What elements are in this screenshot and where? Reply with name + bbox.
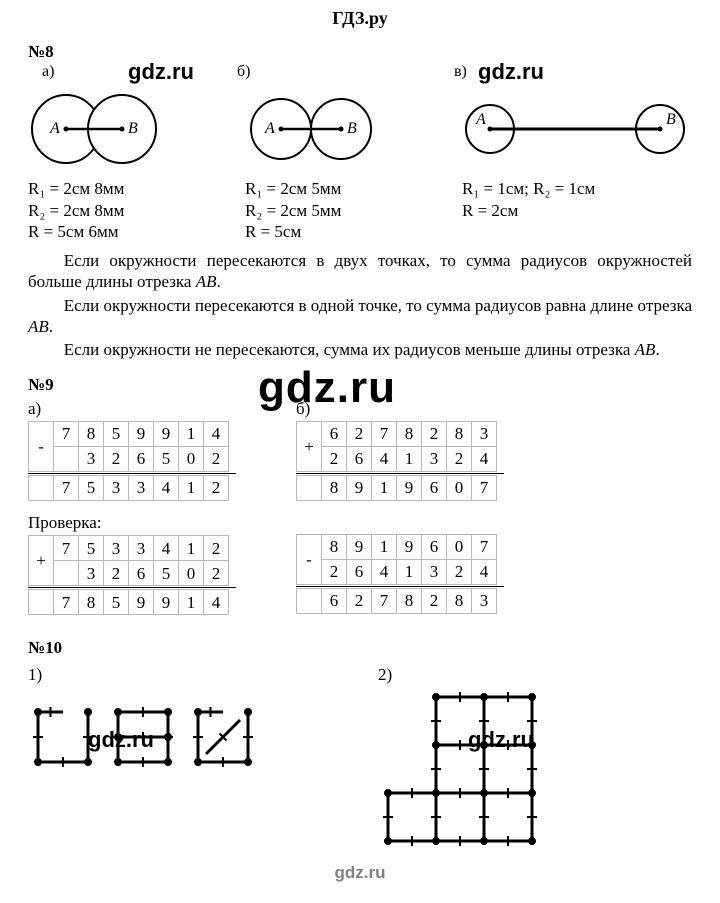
task10-title: №10 (28, 637, 692, 658)
r-line: R₂ = 2см 5мм (245, 200, 341, 221)
task9-a-check-label: Проверка: (28, 512, 236, 533)
footer-watermark: gdz.ru (28, 862, 692, 883)
task8-v-label: в) (454, 62, 467, 82)
content: №8 gdz.ru gdz.ru а) A B R₁ = 2см 8мм R₂ … (0, 41, 720, 903)
task8-para: Если окружности не пересекаются, сумма и… (28, 339, 692, 360)
svg-text:A: A (475, 111, 486, 128)
task10-row: gdz.ru gdz.ru 1) 2) (28, 664, 692, 852)
task9-a-table: -78599143265027533412 (28, 421, 236, 501)
svg-text:B: B (666, 111, 676, 128)
task8-a-label: а) (42, 62, 54, 82)
task8-row: gdz.ru gdz.ru а) A B R₁ = 2см 8мм R₂ = 2… (28, 62, 692, 242)
task8-para: Если окружности пересекаются в двух точк… (28, 250, 692, 293)
task8-col-v: в) A B R₁ = 1см; R₂ = 1см R = 2см (462, 62, 692, 221)
r-line: R = 5см (245, 221, 341, 242)
task9-title: №9 (28, 374, 692, 395)
task8-a-diagram: A B (28, 84, 168, 174)
svg-text:B: B (128, 120, 138, 137)
task8-title: №8 (28, 41, 692, 62)
r-line: R₁ = 1см; R₂ = 1см (462, 178, 595, 199)
task8-a-rlines: R₁ = 2см 8мм R₂ = 2см 8мм R = 5см 6мм (28, 178, 124, 242)
task9-a-check-table: +75334123265027859914 (28, 535, 236, 615)
task10-item-2: 2) (378, 664, 548, 852)
task8-col-a: а) A B R₁ = 2см 8мм R₂ = 2см 8мм R = 5см… (28, 62, 168, 242)
task8-b-label: б) (237, 62, 250, 82)
r-line: R = 5см 6мм (28, 221, 124, 242)
task8-v-rlines: R₁ = 1см; R₂ = 1см R = 2см (462, 178, 595, 221)
page-header: ГДЗ.ру (0, 0, 720, 33)
task9-b-table: +627828326413248919607 (296, 421, 504, 501)
task8-col-b: б) A B R₁ = 2см 5мм R₂ = 2см 5мм R = 5см (245, 62, 385, 242)
task10-1-label: 1) (28, 664, 308, 685)
svg-text:A: A (49, 120, 60, 137)
task8-b-diagram: A B (245, 84, 385, 174)
task10-item-1: 1) (28, 664, 308, 852)
r-line: R₂ = 2см 8мм (28, 200, 124, 221)
task10-2-label: 2) (378, 664, 548, 685)
task9-b-check-table: -891960726413246278283 (296, 534, 504, 614)
task10-2-diagram (378, 687, 548, 852)
svg-text:A: A (264, 120, 275, 137)
task8-para: Если окружности пересекаются в одной точ… (28, 295, 692, 338)
r-line: R = 2см (462, 200, 595, 221)
svg-text:B: B (347, 120, 357, 137)
task9-a-label: а) (28, 398, 236, 419)
task9-a: а) -78599143265027533412 Проверка: +7533… (28, 398, 236, 621)
task10-1-diagram (28, 687, 308, 797)
task9-block: gdz.ru №9 а) -78599143265027533412 Прове… (28, 374, 692, 620)
task8-b-rlines: R₁ = 2см 5мм R₂ = 2см 5мм R = 5см (245, 178, 341, 242)
task9-b: б) +627828326413248919607 -8919607264132… (296, 398, 504, 620)
r-line: R₁ = 2см 8мм (28, 178, 124, 199)
task8-v-diagram: A B (462, 84, 692, 174)
r-line: R₁ = 2см 5мм (245, 178, 341, 199)
task9-b-label: б) (296, 398, 504, 419)
task9-row: а) -78599143265027533412 Проверка: +7533… (28, 398, 692, 621)
